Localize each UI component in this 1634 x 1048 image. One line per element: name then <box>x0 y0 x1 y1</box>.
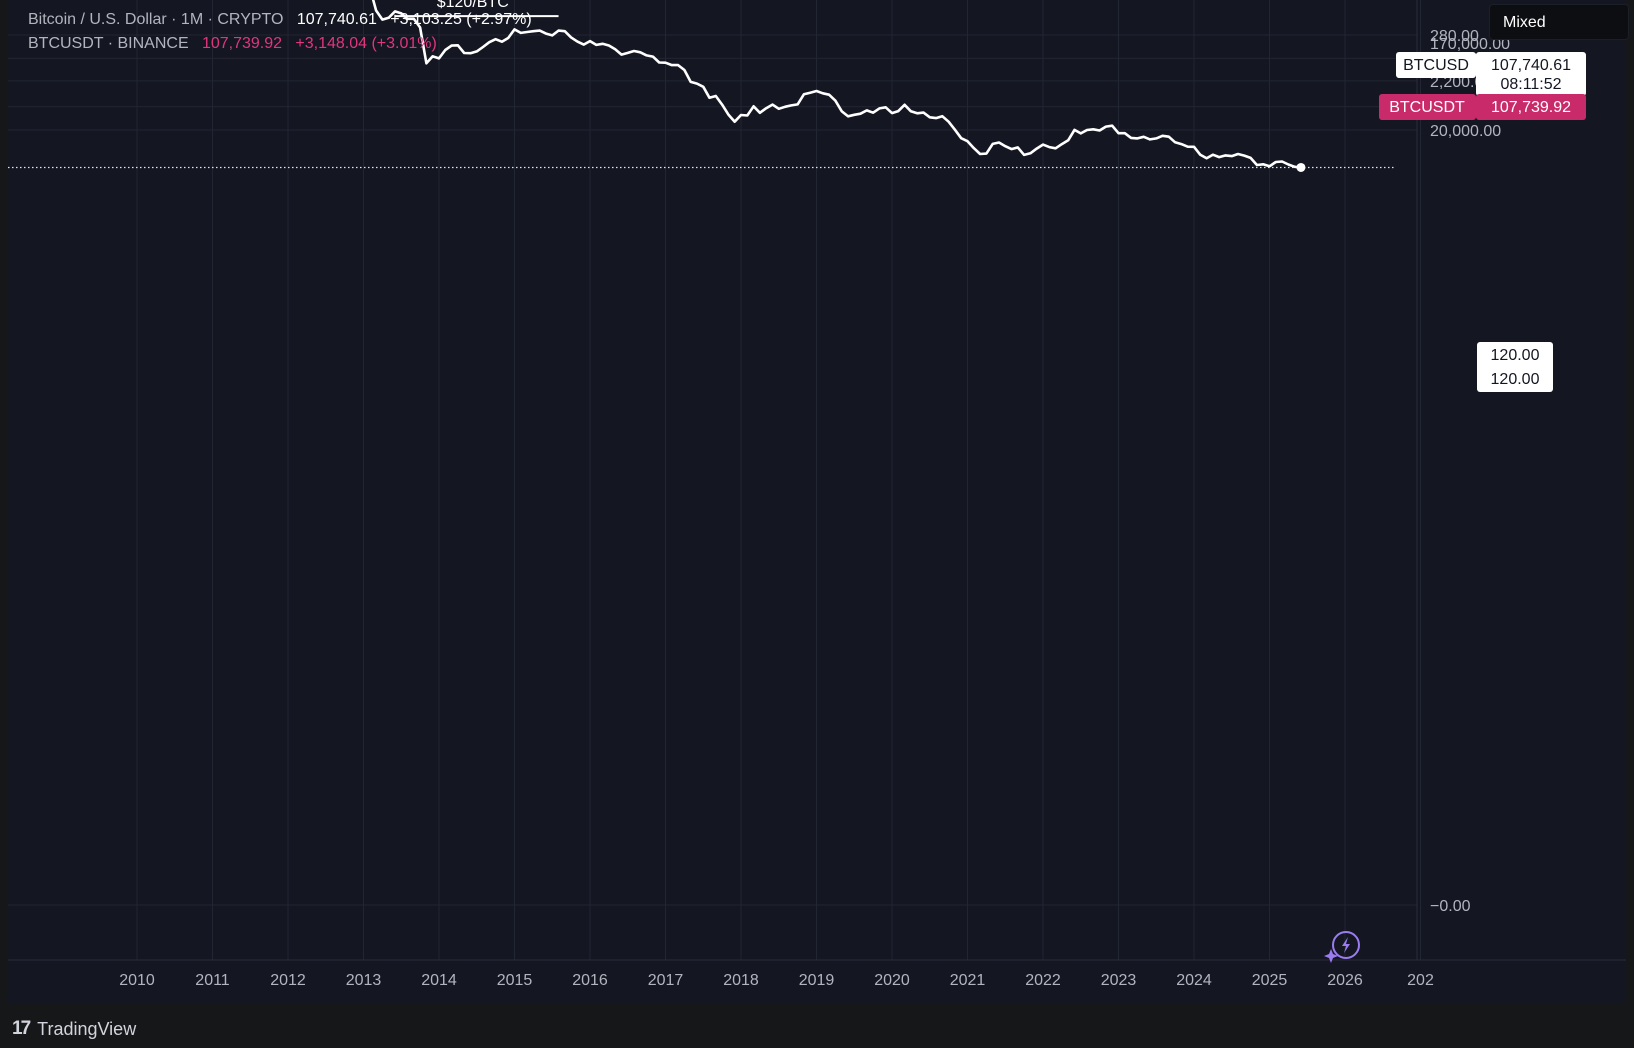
level-badges: 120.00 120.00 <box>1477 342 1553 392</box>
btcusd-badge-bg <box>1396 52 1476 78</box>
legend-secondary: BTCUSDT · BINANCE 107,739.92 +3,148.04 (… <box>28 35 437 53</box>
annotation-120[interactable]: $120/BTC <box>394 0 559 18</box>
scale-mode-button[interactable]: Mixed <box>1489 4 1629 40</box>
level-badge-2: 120.00 <box>1491 371 1540 388</box>
btcusdt-badge-bg <box>1379 94 1476 120</box>
time-tick-label: 2016 <box>572 972 608 989</box>
symbol-name[interactable]: Bitcoin / U.S. Dollar · 1M · CRYPTO <box>28 11 284 28</box>
level-badge-1: 120.00 <box>1491 347 1540 364</box>
tradingview-icon: 17 <box>12 1018 31 1039</box>
time-tick-label: 2011 <box>195 972 230 989</box>
btcusdt-badge-label: BTCUSDT <box>1389 99 1465 116</box>
lightning-icon[interactable] <box>1324 931 1360 963</box>
time-scale[interactable]: 2010 2011 2012 2013 2014 2015 2016 2017 2018 2019… <box>119 972 1434 989</box>
btcusdt-badge: BTCUSDT 107,739.92 <box>1379 94 1586 120</box>
btcusd-badge: BTCUSD 107,740.61 08:11:52 <box>1396 52 1586 96</box>
symbol-change: +3,103.25 (+2.97%) <box>390 11 532 28</box>
time-tick-label: 2010 <box>119 972 155 989</box>
candle-countdown: 08:11:52 <box>1500 76 1561 93</box>
btcusdt-price-badge: 107,739.92 <box>1491 99 1571 116</box>
price-tick-label: −0.00 <box>1430 898 1471 915</box>
time-tick-label: 2018 <box>723 972 759 989</box>
btcusd-price-badge: 107,740.61 <box>1491 57 1571 74</box>
price-tick-label: 280.00 <box>1430 28 1479 45</box>
btcusdt-price-badge-bg <box>1476 94 1586 120</box>
annotation-label: $120/BTC <box>437 0 509 11</box>
price-scale-cut-label: 170,000.00 <box>1430 36 1510 53</box>
btcusd-series-line <box>371 0 1302 169</box>
price-chart[interactable]: 170,000.00 20,000.007,000.002,200.00800.… <box>8 0 1626 1004</box>
time-tick-label: 2024 <box>1176 972 1212 989</box>
time-tick-label: 2014 <box>421 972 457 989</box>
time-tick-label: 202 <box>1407 972 1434 989</box>
time-tick-label: 2013 <box>346 972 382 989</box>
time-tick-label: 2020 <box>874 972 910 989</box>
btcusd-price-badge-bg <box>1476 52 1586 96</box>
time-tick-label: 2022 <box>1025 972 1061 989</box>
tradingview-brand: TradingView <box>37 1018 137 1039</box>
footer-bar <box>0 1004 1634 1048</box>
time-tick-label: 2026 <box>1327 972 1363 989</box>
time-tick-label: 2019 <box>799 972 835 989</box>
time-tick-label: 2025 <box>1252 972 1288 989</box>
level-badges-bg <box>1477 342 1553 392</box>
last-price-dot <box>1296 162 1306 172</box>
time-tick-label: 2012 <box>270 972 306 989</box>
symbol-price: 107,740.61 <box>296 11 377 28</box>
chart-frame: 170,000.00 20,000.007,000.002,200.00800.… <box>8 0 1629 1004</box>
tradingview-logo[interactable]: 17 TradingView <box>12 1018 136 1040</box>
grid <box>8 0 1421 960</box>
compare-symbol-price: 107,739.92 <box>201 35 283 52</box>
price-scale[interactable]: 170,000.00 20,000.007,000.002,200.00800.… <box>1430 0 1510 915</box>
btcusd-badge-label: BTCUSD <box>1403 57 1469 74</box>
time-tick-label: 2021 <box>950 972 986 989</box>
time-tick-label: 2015 <box>497 972 533 989</box>
legend-main: Bitcoin / U.S. Dollar · 1M · CRYPTO 107,… <box>28 11 532 29</box>
price-tick-label: 20,000.00 <box>1430 123 1501 140</box>
compare-symbol-name[interactable]: BTCUSDT · BINANCE <box>28 35 189 52</box>
time-tick-label: 2023 <box>1101 972 1137 989</box>
time-tick-label: 2017 <box>648 972 684 989</box>
compare-symbol-change: +3,148.04 (+3.01%) <box>295 35 437 52</box>
